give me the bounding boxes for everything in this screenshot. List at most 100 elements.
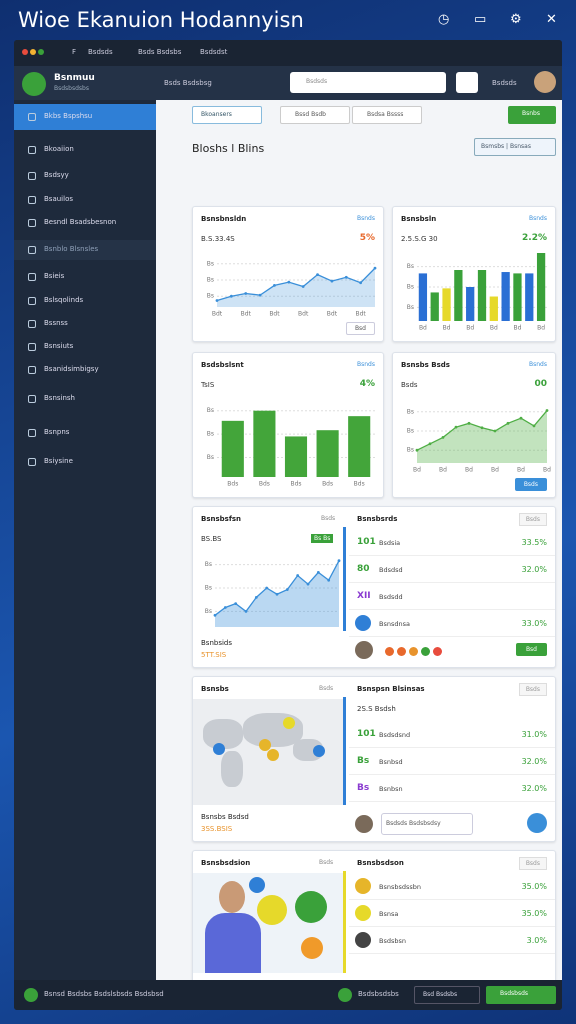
sidebar-item[interactable]: Bsieis bbox=[14, 267, 156, 287]
row-label: Bsdsdd bbox=[379, 593, 403, 601]
toggle-text: Bsmsbs | Bsnsas bbox=[481, 143, 531, 150]
bar bbox=[477, 270, 487, 321]
point bbox=[244, 292, 248, 295]
window-icon[interactable]: ⚙ bbox=[510, 12, 522, 27]
card-link[interactable]: Bsnds bbox=[357, 215, 375, 222]
footer-button[interactable]: Bsd Bsdsbs bbox=[414, 986, 480, 1004]
window-icon[interactable]: ◷ bbox=[438, 12, 450, 27]
sidebar-label: Bssnss bbox=[44, 319, 68, 327]
row-value: 31.0% bbox=[521, 730, 547, 739]
search[interactable]: Bsdsds bbox=[290, 72, 446, 93]
area bbox=[217, 268, 375, 307]
chart: Bs Bs Bs Bd Bd Bd Bd Bd Bd bbox=[407, 253, 547, 332]
note-box: Bsdsds Bsdsbsdsy bbox=[381, 813, 473, 835]
x-tick-label: Bds bbox=[290, 481, 301, 488]
row-divider bbox=[349, 899, 555, 900]
card-link[interactable]: Bsnds bbox=[357, 361, 375, 368]
y-tick-label: Bs bbox=[205, 608, 212, 615]
y-tick-label: Bs bbox=[407, 284, 414, 291]
row-value: 35.0% bbox=[521, 909, 547, 918]
menu-item[interactable]: Bsdsdst bbox=[200, 48, 228, 56]
menu-item[interactable]: F bbox=[72, 48, 77, 56]
search-text: Bsdsds bbox=[306, 78, 328, 85]
footer-button[interactable]: Bsdsbsds bbox=[486, 986, 556, 1004]
green-button[interactable]: Bsnbs bbox=[508, 106, 556, 124]
section-title: Bloshs l Blins bbox=[192, 142, 265, 155]
button-text: Bsd Bsdsbs bbox=[423, 991, 458, 998]
round-btn[interactable] bbox=[527, 813, 547, 833]
point bbox=[532, 424, 536, 428]
row-divider bbox=[349, 747, 555, 748]
sidebar-item[interactable]: Bsanidsimbigsy bbox=[14, 360, 156, 380]
bar bbox=[418, 273, 428, 321]
card-button[interactable]: Bsds bbox=[514, 478, 547, 491]
row-icon: XII bbox=[357, 591, 371, 601]
row-icon bbox=[355, 905, 371, 921]
sidebar-item[interactable]: Bsnsiuts bbox=[14, 337, 156, 357]
point bbox=[415, 448, 419, 452]
marker bbox=[267, 749, 279, 761]
sidebar-icon bbox=[28, 366, 36, 374]
sidebar-item[interactable]: Bsnblo Blsnsles bbox=[14, 240, 156, 260]
search-btn[interactable] bbox=[456, 72, 478, 93]
sidebar-item[interactable]: Bsnsinsh bbox=[14, 389, 156, 409]
sidebar-label: Bsnsiuts bbox=[44, 342, 74, 350]
map bbox=[193, 699, 343, 805]
card: Bsdsbslsnt Bsnds TsIS 4% Bs Bs Bs Bds Bds Bds Bds B… bbox=[192, 352, 384, 498]
card: Bsnsbnsldn Bsnds B.S.33.4S 5% Bs Bs Bs Bdt Bdt Bd… bbox=[192, 206, 384, 342]
y-tick-label: Bs bbox=[407, 428, 414, 435]
sidebar-item[interactable]: Besndl Bsadsbesnon bbox=[14, 213, 156, 233]
dot bbox=[22, 49, 28, 55]
left-footer-label: Bsnbsids bbox=[201, 639, 233, 647]
card: Bsnsbsln Bsnds 2.5.S.G 30 2.2% Bs Bs Bs Bd Bd Bd B… bbox=[392, 206, 556, 342]
x-tick-label: Bd bbox=[419, 325, 427, 332]
card: Bsnsbs Bsds Bsnds Bsds 00 Bs Bs Bs Bd Bd Bd Bd Bd Bd… bbox=[392, 352, 556, 498]
sidebar-item[interactable]: Bssnss bbox=[14, 314, 156, 334]
x-tick-label: Bd bbox=[490, 325, 498, 332]
row-label: Bsnsa bbox=[379, 910, 399, 918]
dot bbox=[385, 647, 394, 656]
point bbox=[258, 293, 262, 297]
header-link[interactable]: Bsds Bsdsbsg bbox=[164, 79, 212, 87]
left-footer-value: 3SS.BSIS bbox=[201, 825, 233, 833]
card-link[interactable]: Bsnds bbox=[529, 215, 547, 222]
tab[interactable]: Bssd Bsdb bbox=[280, 106, 350, 124]
sidebar-item[interactable]: Bsiysine bbox=[14, 452, 156, 472]
menu-item[interactable]: Bsds Bsdsbs bbox=[138, 48, 182, 56]
card-link[interactable]: Bsnds bbox=[529, 361, 547, 368]
sidebar-label: Besndl Bsadsbesnon bbox=[44, 218, 117, 226]
point bbox=[545, 409, 549, 412]
sidebar-item[interactable]: Bsdsyy bbox=[14, 166, 156, 186]
toggle[interactable]: Bsmsbs | Bsnsas bbox=[474, 138, 556, 156]
y-tick-label: Bs bbox=[407, 304, 414, 311]
point bbox=[428, 442, 432, 446]
menu-item[interactable]: Bsdsds bbox=[88, 48, 113, 56]
brand-sub: Bsdsbsdsbs bbox=[54, 85, 89, 92]
sidebar-item[interactable]: Bkbs Bspshsu bbox=[14, 104, 156, 130]
panel-button[interactable]: Bsd bbox=[515, 643, 547, 656]
tab[interactable]: Bsdsa Bssss bbox=[352, 106, 422, 124]
sidebar-label: Bsnpns bbox=[44, 428, 70, 436]
row-value: 33.0% bbox=[521, 619, 547, 628]
sidebar-icon bbox=[28, 320, 36, 328]
avatar bbox=[534, 71, 556, 93]
y-tick-label: Bs bbox=[207, 454, 214, 461]
card-title: Bsnsbnsldn bbox=[201, 215, 247, 223]
dropdown[interactable]: Bkoansers bbox=[192, 106, 262, 124]
logo bbox=[22, 72, 46, 96]
card-button[interactable]: Bsd bbox=[345, 322, 375, 335]
sidebar-item[interactable]: Bkoaiion bbox=[14, 140, 156, 160]
sidebar-icon bbox=[28, 196, 36, 204]
x-tick-label: Bds bbox=[322, 481, 333, 488]
footer-icon bbox=[24, 988, 38, 1002]
sidebar-item[interactable]: Bsauilos bbox=[14, 190, 156, 210]
land bbox=[243, 713, 303, 747]
sidebar-icon bbox=[28, 219, 36, 227]
sidebar-item[interactable]: Bsnpns bbox=[14, 423, 156, 443]
note-text: Bsdsds Bsdsbsdsy bbox=[386, 820, 441, 827]
row-icon bbox=[355, 615, 371, 631]
window-icon[interactable]: ▭ bbox=[474, 12, 487, 27]
sidebar-item[interactable]: Bslsqolinds bbox=[14, 291, 156, 311]
window-icon[interactable]: ✕ bbox=[546, 12, 557, 27]
line bbox=[216, 267, 376, 302]
